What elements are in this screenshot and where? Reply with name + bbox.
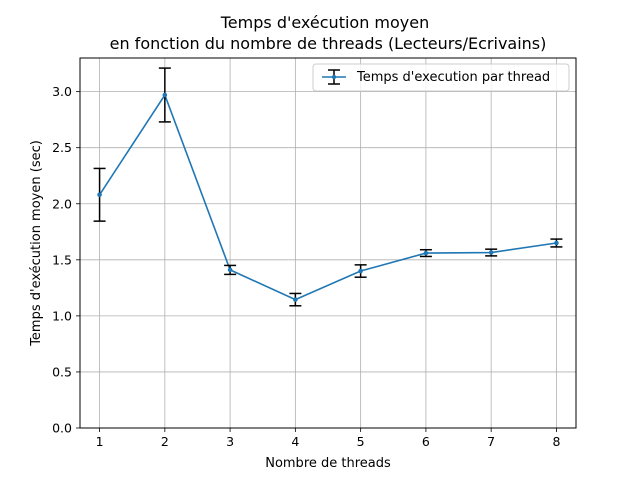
data-point	[554, 240, 559, 246]
x-tick-label: 8	[552, 434, 560, 449]
x-tick-label: 2	[161, 434, 169, 449]
x-tick-label: 4	[291, 434, 299, 449]
y-tick-label: 1.5	[52, 252, 72, 267]
x-axis-ticks: 1 2 3 4 5 6 7 8	[96, 428, 560, 449]
y-tick-label: 3.0	[52, 84, 72, 99]
data-point	[488, 250, 494, 255]
x-tick-label: 5	[357, 434, 365, 449]
x-tick-label: 1	[96, 434, 104, 449]
data-point	[293, 297, 298, 302]
x-axis-label: Nombre de threads	[265, 456, 391, 471]
y-tick-label: 0.0	[52, 421, 72, 436]
x-tick-label: 6	[422, 434, 430, 449]
y-axis-label: Temps d'exécution moyen (sec)	[29, 140, 44, 347]
chart-title-line-2: en fonction du nombre de threads (Lecteu…	[110, 34, 547, 53]
legend-entry-label: Temps d'execution par thread	[356, 70, 550, 85]
x-tick-label: 3	[226, 434, 234, 449]
series-layer	[93, 67, 563, 307]
data-point	[97, 192, 102, 198]
legend-marker-swatch	[331, 74, 337, 80]
data-point	[162, 92, 168, 98]
y-tick-label: 1.0	[52, 308, 72, 323]
chart-title-line-1: Temps d'exécution moyen	[220, 13, 430, 32]
x-tick-label: 7	[487, 434, 495, 449]
y-tick-label: 2.0	[52, 196, 72, 211]
series-line	[98, 93, 557, 301]
legend-box	[312, 63, 570, 92]
legend: Temps d'execution par thread	[312, 63, 570, 92]
y-tick-label: 2.5	[52, 140, 72, 155]
plot-area-frame	[79, 57, 577, 429]
y-tick-label: 0.5	[52, 364, 72, 379]
y-axis-ticks: 0.0 0.5 1.0 1.5 2.0 2.5 3.0	[52, 84, 80, 436]
data-point	[423, 250, 429, 256]
data-point	[227, 267, 233, 273]
data-point	[358, 268, 363, 274]
